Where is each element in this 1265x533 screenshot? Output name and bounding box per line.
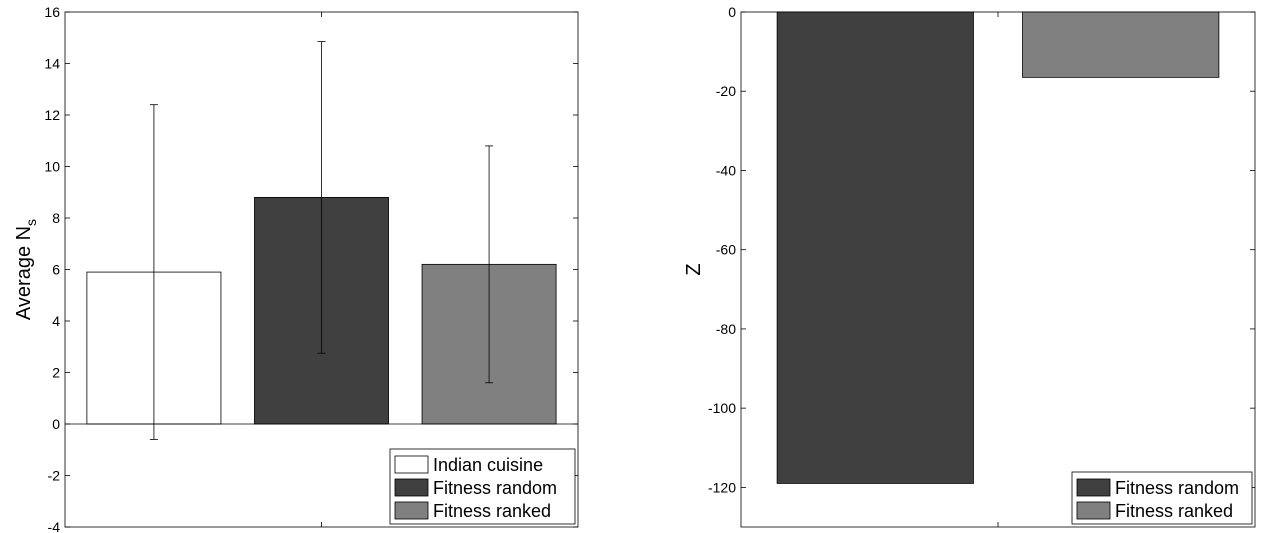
- y-tick-label: -2: [48, 468, 61, 484]
- left-chart: -4 -2 0 2 4 6 8 10 12 14 16 Average Ns Indian cuisin…: [13, 4, 579, 533]
- y-tick-label: -120: [708, 479, 736, 495]
- right-chart: -120 -100 -80 -60 -40 -20 0 Z Fitness random Fitn…: [683, 4, 1256, 528]
- y-tick-label: -80: [716, 321, 736, 337]
- y-tick-label: 10: [44, 159, 60, 175]
- bar: [776, 11, 974, 484]
- legend-label: Fitness random: [1115, 478, 1239, 498]
- legend-label: Fitness random: [433, 478, 557, 498]
- legend-swatch: [394, 455, 429, 474]
- y-tick-label: 8: [52, 210, 60, 226]
- y-axis-label-main: Average N: [13, 226, 35, 320]
- legend-swatch: [394, 478, 429, 497]
- y-tick-label: 12: [44, 107, 60, 123]
- y-tick-label: -4: [48, 519, 61, 533]
- y-tick-label: 0: [728, 4, 736, 20]
- legend-label: Indian cuisine: [433, 455, 543, 475]
- legend-label: Fitness ranked: [433, 501, 551, 521]
- bar: [1022, 11, 1220, 78]
- y-tick-label: -60: [716, 242, 736, 258]
- y-axis-label: Z: [683, 263, 705, 275]
- legend-swatch: [394, 501, 429, 520]
- y-axis-label-subscript: s: [23, 219, 39, 226]
- y-tick-label: -20: [716, 83, 736, 99]
- y-tick-label: 0: [52, 416, 60, 432]
- y-axis-label: Average Ns: [13, 219, 39, 320]
- y-tick-label: 6: [52, 262, 60, 278]
- y-tick-label: 16: [44, 4, 60, 20]
- legend-label: Fitness ranked: [1115, 501, 1233, 521]
- legend-swatch: [1076, 501, 1111, 520]
- legend-swatch: [1076, 478, 1111, 497]
- y-tick-label: 4: [52, 313, 60, 329]
- y-tick-label: -100: [708, 400, 736, 416]
- y-tick-label: -40: [716, 162, 736, 178]
- y-tick-label: 2: [52, 365, 60, 381]
- y-tick-label: 14: [44, 56, 60, 72]
